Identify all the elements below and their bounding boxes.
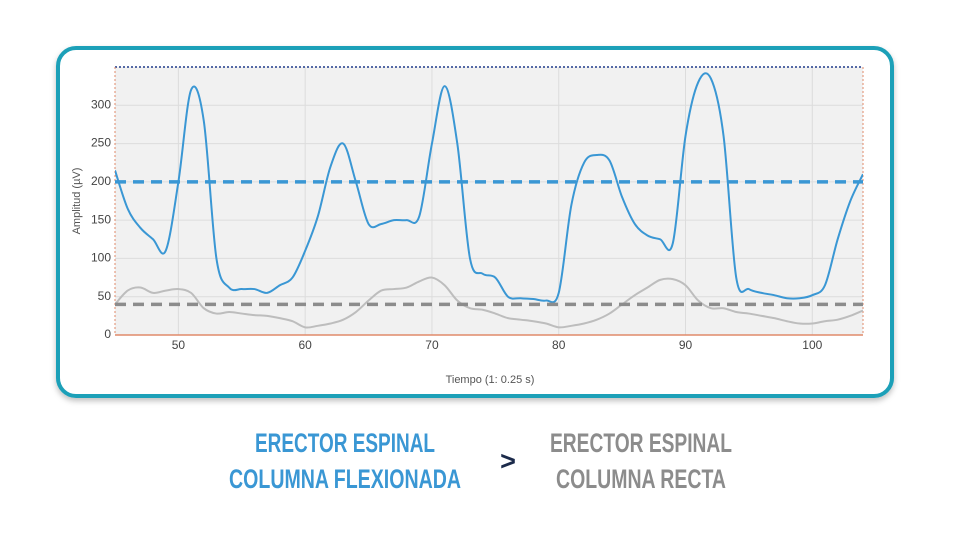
y-tick-label: 200 bbox=[91, 174, 111, 188]
x-tick-label: 80 bbox=[552, 338, 566, 352]
x-axis-title: Tiempo (1: 0.25 s) bbox=[446, 374, 535, 386]
caption-operator: > bbox=[500, 446, 516, 476]
caption-left: ERECTOR ESPINAL bbox=[255, 428, 435, 458]
caption-left: COLUMNA FLEXIONADA bbox=[229, 464, 461, 494]
y-tick-label: 50 bbox=[98, 289, 112, 303]
caption-right: COLUMNA RECTA bbox=[556, 464, 726, 494]
y-tick-label: 150 bbox=[91, 212, 111, 226]
plot-area bbox=[115, 67, 863, 335]
y-axis-title: Amplitud (µV) bbox=[71, 168, 83, 235]
caption-right: ERECTOR ESPINAL bbox=[550, 428, 732, 458]
y-tick-label: 300 bbox=[91, 97, 111, 111]
x-tick-label: 60 bbox=[298, 338, 312, 352]
x-tick-label: 70 bbox=[425, 338, 439, 352]
x-tick-label: 50 bbox=[172, 338, 186, 352]
series-line bbox=[115, 276, 863, 329]
series-line bbox=[115, 72, 863, 304]
y-tick-label: 0 bbox=[104, 327, 111, 341]
y-tick-label: 250 bbox=[91, 136, 111, 150]
y-tick-label: 100 bbox=[91, 251, 111, 265]
x-tick-label: 90 bbox=[679, 338, 693, 352]
x-tick-label: 100 bbox=[802, 338, 822, 352]
